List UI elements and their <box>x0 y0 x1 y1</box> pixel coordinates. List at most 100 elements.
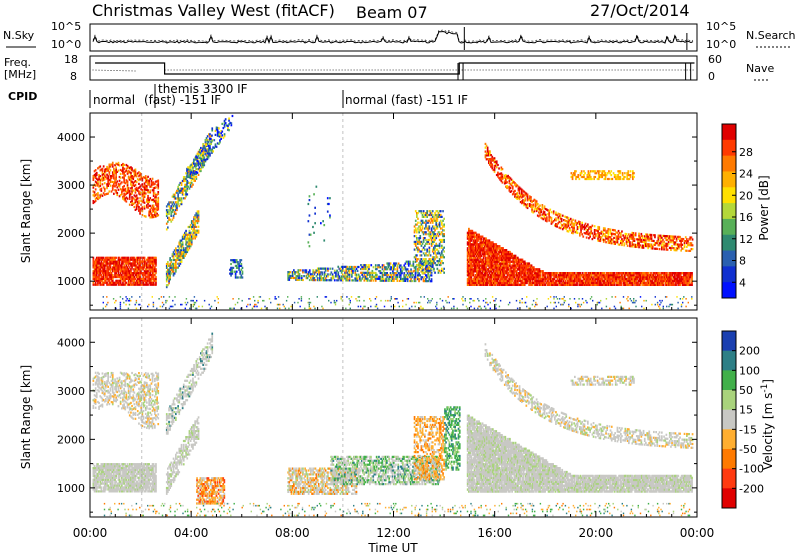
radar-cell <box>351 267 353 270</box>
radar-cell <box>412 270 415 273</box>
radar-cell <box>470 250 473 254</box>
radar-cell <box>394 272 396 275</box>
radar-cell <box>139 274 141 277</box>
radar-cell <box>156 212 158 215</box>
radar-cell <box>204 158 206 162</box>
radar-cell <box>259 296 262 298</box>
radar-cell <box>466 283 469 286</box>
radar-cell <box>526 264 528 267</box>
radar-cell <box>117 275 120 279</box>
radar-cell <box>515 279 518 283</box>
radar-cell <box>505 258 508 261</box>
radar-cell <box>135 301 138 304</box>
radar-cell <box>149 272 152 275</box>
radar-cell <box>486 256 488 260</box>
radar-cell <box>385 268 387 271</box>
radar-cell <box>548 274 551 277</box>
radar-cell <box>133 194 136 197</box>
radar-cell <box>144 277 147 280</box>
radar-cell <box>184 176 186 179</box>
radar-cell <box>128 277 131 280</box>
radar-cell <box>498 283 501 286</box>
radar-cell <box>193 179 195 182</box>
radar-cell <box>442 262 444 265</box>
radar-cell <box>585 283 587 286</box>
radar-cell <box>181 241 184 244</box>
radar-cell <box>168 201 170 204</box>
radar-cell <box>426 276 428 279</box>
radar-cell <box>179 181 182 185</box>
radar-cell <box>344 273 346 276</box>
radar-cell <box>476 235 478 238</box>
radar-cell <box>167 211 169 214</box>
radar-cell <box>167 284 169 287</box>
radar-cell <box>404 276 407 279</box>
radar-cell <box>480 264 483 267</box>
radar-cell <box>105 262 107 265</box>
radar-cell <box>196 159 199 163</box>
radar-cell <box>438 263 441 267</box>
radar-cell <box>486 274 488 277</box>
radar-cell <box>523 264 526 267</box>
radar-cell <box>496 247 499 250</box>
radar-cell <box>529 281 532 285</box>
radar-cell <box>486 243 488 246</box>
radar-cell <box>147 279 149 282</box>
radar-cell <box>489 281 492 285</box>
radar-cell <box>435 305 437 308</box>
radar-cell <box>115 272 117 275</box>
radar-cell <box>441 267 443 270</box>
radar-cell <box>97 196 99 199</box>
radar-cell <box>177 256 179 260</box>
radar-cell <box>172 266 175 269</box>
radar-cell <box>98 177 100 180</box>
radar-cell <box>346 265 349 268</box>
radar-cell <box>274 298 276 300</box>
radar-cell <box>323 273 326 276</box>
radar-cell <box>403 264 406 267</box>
radar-cell <box>192 303 194 306</box>
radar-cell <box>143 184 146 187</box>
radar-cell <box>119 176 122 179</box>
radar-cell <box>507 256 510 260</box>
radar-cell <box>311 273 313 276</box>
radar-cell <box>513 281 516 285</box>
radar-cell <box>111 180 114 184</box>
radar-cell <box>114 189 116 192</box>
radar-cell <box>97 256 99 259</box>
figure-title: Christmas Valley West (fitACF) <box>92 1 335 20</box>
radar-cell <box>173 262 176 265</box>
radar-cell <box>502 264 504 267</box>
radar-cell <box>124 187 127 190</box>
radar-cell <box>237 261 239 264</box>
radar-cell <box>565 275 568 279</box>
radar-cell <box>434 235 436 238</box>
radar-cell <box>495 254 498 258</box>
radar-cell <box>230 307 232 310</box>
radar-cell <box>538 268 541 271</box>
radar-cell <box>424 231 426 234</box>
radar-cell <box>418 263 420 267</box>
radar-cell <box>136 272 139 275</box>
radar-cell <box>178 205 181 208</box>
radar-cell <box>433 217 435 220</box>
radar-cell <box>304 271 306 274</box>
radar-cell <box>469 258 471 261</box>
radar-cell <box>470 281 473 285</box>
radar-cell <box>410 278 412 281</box>
radar-cell <box>122 168 124 171</box>
radar-cell <box>307 275 310 278</box>
radar-cell <box>507 279 510 283</box>
radar-cell <box>425 227 427 230</box>
radar-cell <box>139 174 141 177</box>
radar-cell <box>426 210 428 213</box>
radar-cell <box>95 193 98 196</box>
radar-cell <box>196 158 199 161</box>
radar-cell <box>496 272 499 275</box>
radar-cell <box>516 274 519 277</box>
radar-cell <box>113 256 115 259</box>
radar-cell <box>111 186 114 189</box>
radar-cell <box>338 275 341 278</box>
radar-cell <box>519 272 521 275</box>
radar-cell <box>538 283 541 286</box>
